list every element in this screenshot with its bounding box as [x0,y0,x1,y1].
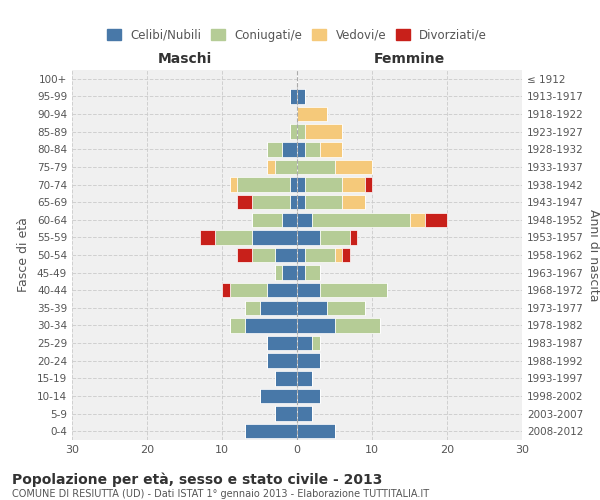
Bar [282,212,297,227]
Legend: Celibi/Nubili, Coniugati/e, Vedovi/e, Divorziati/e: Celibi/Nubili, Coniugati/e, Vedovi/e, Di… [102,24,492,46]
Bar [199,230,215,244]
Bar [305,195,342,210]
Bar [297,406,312,421]
Bar [297,230,320,244]
Bar [335,248,342,262]
Bar [252,248,275,262]
Bar [290,178,297,192]
Bar [320,230,349,244]
Bar [297,354,320,368]
Bar [342,248,349,262]
Bar [342,195,365,210]
Bar [297,124,305,139]
Bar [305,142,320,156]
Bar [260,388,297,403]
Text: Femmine: Femmine [374,52,445,66]
Bar [297,424,335,438]
Bar [409,212,425,227]
Bar [237,195,252,210]
Bar [297,266,305,280]
Bar [297,107,327,122]
Bar [275,248,297,262]
Bar [282,142,297,156]
Bar [260,300,297,315]
Bar [320,142,342,156]
Bar [290,89,297,104]
Bar [252,212,282,227]
Bar [297,142,305,156]
Bar [312,336,320,350]
Bar [297,283,320,298]
Text: COMUNE DI RESIUTTA (UD) - Dati ISTAT 1° gennaio 2013 - Elaborazione TUTTITALIA.I: COMUNE DI RESIUTTA (UD) - Dati ISTAT 1° … [12,489,429,499]
Bar [305,266,320,280]
Bar [267,336,297,350]
Bar [229,178,237,192]
Bar [297,388,320,403]
Bar [290,124,297,139]
Bar [320,283,387,298]
Bar [342,178,365,192]
Bar [327,300,365,315]
Y-axis label: Anni di nascita: Anni di nascita [587,209,600,301]
Bar [275,371,297,386]
Bar [305,248,335,262]
Bar [335,160,372,174]
Bar [275,160,297,174]
Bar [305,124,342,139]
Bar [267,160,275,174]
Bar [349,230,357,244]
Bar [245,424,297,438]
Bar [297,195,305,210]
Bar [229,318,245,332]
Bar [237,178,290,192]
Bar [297,336,312,350]
Bar [297,248,305,262]
Bar [425,212,447,227]
Bar [267,283,297,298]
Bar [297,318,335,332]
Bar [222,283,229,298]
Bar [245,318,297,332]
Bar [365,178,372,192]
Bar [305,178,342,192]
Bar [297,212,312,227]
Bar [312,212,409,227]
Text: Popolazione per età, sesso e stato civile - 2013: Popolazione per età, sesso e stato civil… [12,472,382,487]
Bar [297,371,312,386]
Bar [290,195,297,210]
Bar [229,283,267,298]
Bar [275,406,297,421]
Text: Maschi: Maschi [157,52,212,66]
Bar [215,230,252,244]
Bar [297,300,327,315]
Bar [275,266,282,280]
Bar [252,230,297,244]
Bar [297,160,335,174]
Bar [267,142,282,156]
Bar [237,248,252,262]
Bar [267,354,297,368]
Bar [245,300,260,315]
Bar [252,195,290,210]
Bar [282,266,297,280]
Bar [335,318,380,332]
Bar [297,178,305,192]
Y-axis label: Fasce di età: Fasce di età [17,218,30,292]
Bar [297,89,305,104]
